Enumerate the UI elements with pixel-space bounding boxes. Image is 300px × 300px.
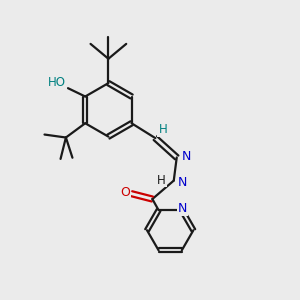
Text: HO: HO xyxy=(48,76,66,89)
Text: N: N xyxy=(178,202,187,215)
Text: N: N xyxy=(178,176,188,190)
Text: H: H xyxy=(157,173,166,187)
Text: H: H xyxy=(158,123,167,136)
Text: N: N xyxy=(182,150,191,163)
Text: O: O xyxy=(120,186,130,199)
